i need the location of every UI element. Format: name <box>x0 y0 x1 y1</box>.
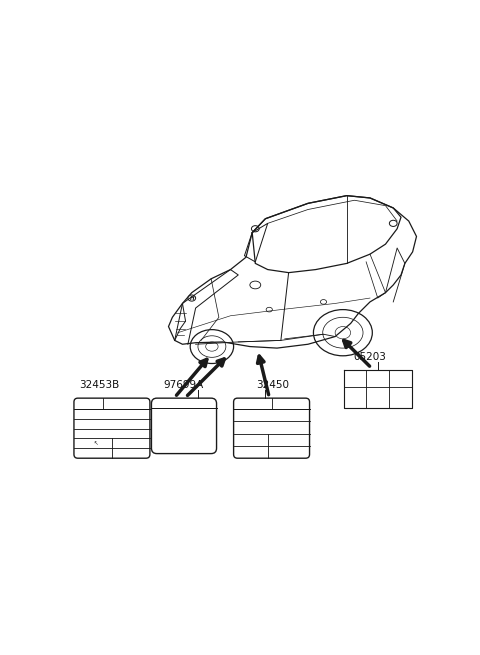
Text: 32450: 32450 <box>256 381 289 390</box>
Text: 32453B: 32453B <box>79 381 120 390</box>
Text: 05203: 05203 <box>353 352 386 362</box>
Text: H: H <box>190 295 194 301</box>
Text: 97699A: 97699A <box>163 381 204 390</box>
Text: ↖: ↖ <box>93 441 97 446</box>
